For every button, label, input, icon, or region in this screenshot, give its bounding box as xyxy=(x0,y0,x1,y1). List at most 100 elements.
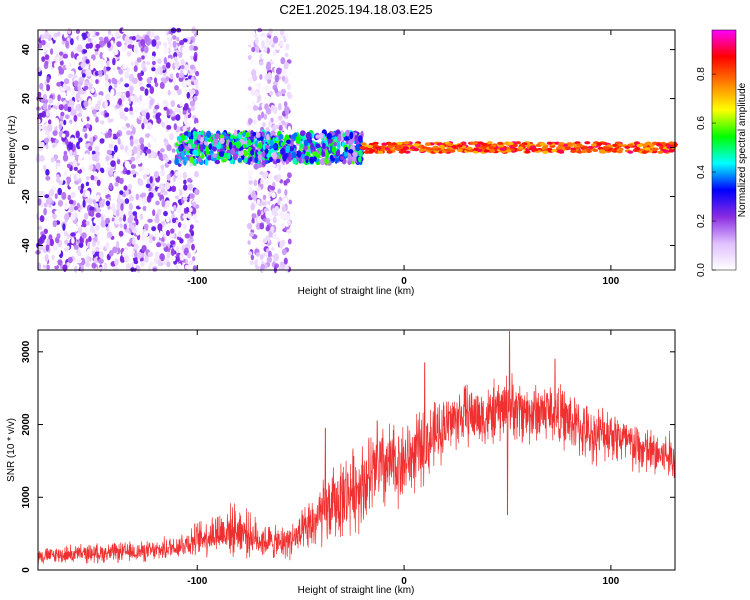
heatmap-cell xyxy=(256,217,262,223)
heatmap-cell xyxy=(59,60,64,66)
heatmap-cell xyxy=(97,70,103,75)
heatmap-cell xyxy=(85,59,90,64)
heatmap-cell xyxy=(173,56,178,63)
heatmap-cell xyxy=(133,243,139,250)
snr-frame xyxy=(37,329,676,571)
heatmap-cell xyxy=(54,62,58,68)
colorbar-tick-label: 0.8 xyxy=(696,67,707,81)
heatmap-cell xyxy=(358,156,362,163)
spectrogram-x-tick-label: 100 xyxy=(603,276,620,287)
heatmap-cell xyxy=(54,154,58,162)
heatmap-cell xyxy=(140,143,145,151)
heatmap-cell xyxy=(62,53,68,59)
heatmap-cell xyxy=(381,142,388,146)
heatmap-cell xyxy=(90,246,96,251)
heatmap-cell xyxy=(90,58,94,66)
heatmap-cell xyxy=(281,75,286,82)
heatmap-cell xyxy=(184,146,190,152)
heatmap-cell xyxy=(45,84,51,92)
heatmap-cell xyxy=(183,117,188,125)
heatmap-cell xyxy=(195,204,200,209)
heatmap-cell xyxy=(636,143,643,148)
heatmap-cell xyxy=(52,245,58,251)
heatmap-cell xyxy=(88,42,93,49)
heatmap-cell xyxy=(77,219,83,227)
heatmap-cell xyxy=(70,38,74,46)
heatmap-cell xyxy=(413,143,420,147)
heatmap-cell xyxy=(258,238,263,244)
heatmap-cell xyxy=(132,126,136,135)
heatmap-cell xyxy=(483,149,490,153)
heatmap-cell xyxy=(187,107,191,114)
heatmap-cell xyxy=(254,45,260,53)
heatmap-cell xyxy=(542,150,549,154)
snr-x-tick-label: -100 xyxy=(187,576,207,587)
heatmap-cell xyxy=(257,142,263,150)
heatmap-cell xyxy=(190,143,196,148)
heatmap-cell xyxy=(89,156,93,161)
heatmap-cell xyxy=(67,106,72,113)
heatmap-cell xyxy=(268,38,273,46)
heatmap-cell xyxy=(109,182,113,191)
heatmap-cell xyxy=(125,90,131,98)
heatmap-cell xyxy=(66,177,71,186)
heatmap-cell xyxy=(141,55,145,60)
heatmap-cell xyxy=(128,202,133,211)
heatmap-cell xyxy=(92,240,96,247)
heatmap-cell xyxy=(546,141,553,145)
heatmap-cell xyxy=(194,117,199,125)
heatmap-cell xyxy=(248,40,254,46)
heatmap-cell xyxy=(272,56,277,63)
heatmap-cell xyxy=(156,163,161,168)
spectrogram-panel: -100 0 100 -40 -20 0 20 40 Height of straight … xyxy=(7,26,678,297)
heatmap-cell xyxy=(130,61,134,67)
heatmap-cell xyxy=(156,208,162,216)
heatmap-cell xyxy=(76,113,83,117)
heatmap-cell xyxy=(77,185,82,191)
heatmap-cell xyxy=(146,206,152,212)
heatmap-cell xyxy=(38,112,44,118)
heatmap-cell xyxy=(44,194,50,199)
heatmap-cell xyxy=(112,246,118,254)
heatmap-cell xyxy=(180,151,185,158)
heatmap-cell xyxy=(304,155,310,161)
heatmap-cell xyxy=(147,251,153,258)
heatmap-cell xyxy=(261,131,265,138)
heatmap-cell xyxy=(355,144,361,152)
heatmap-cell xyxy=(56,81,62,87)
heatmap-cell xyxy=(285,43,290,50)
heatmap-cell xyxy=(184,135,188,141)
heatmap-cell xyxy=(53,108,57,117)
colorbar-tick-label: 0.4 xyxy=(696,165,707,179)
heatmap-cell xyxy=(62,264,68,271)
heatmap-cell xyxy=(274,205,279,212)
heatmap-cell xyxy=(127,39,133,45)
heatmap-cell xyxy=(396,141,403,145)
heatmap-cell xyxy=(98,251,104,259)
heatmap-cell xyxy=(38,225,43,231)
heatmap-cell xyxy=(99,138,105,144)
heatmap-cell xyxy=(113,98,117,106)
heatmap-cell xyxy=(163,42,168,48)
heatmap-cell xyxy=(251,190,256,198)
heatmap-cell xyxy=(141,122,145,130)
heatmap-cell xyxy=(81,32,87,40)
heatmap-cell xyxy=(45,176,51,181)
heatmap-cell xyxy=(617,143,624,147)
heatmap-cell xyxy=(94,51,99,56)
heatmap-cell xyxy=(329,145,333,154)
heatmap-cell xyxy=(186,79,192,87)
heatmap-cell xyxy=(179,238,184,244)
heatmap-cell xyxy=(267,191,272,197)
heatmap-cell xyxy=(156,124,162,130)
heatmap-cell xyxy=(127,183,132,191)
heatmap-cell xyxy=(62,223,66,231)
heatmap-cell xyxy=(70,232,76,237)
heatmap-cell xyxy=(183,201,189,209)
heatmap-cell xyxy=(160,168,165,177)
heatmap-cell xyxy=(315,134,320,139)
heatmap-cell xyxy=(456,148,463,153)
heatmap-cell xyxy=(98,258,104,265)
heatmap-cell xyxy=(68,199,74,205)
heatmap-cell xyxy=(40,34,45,40)
